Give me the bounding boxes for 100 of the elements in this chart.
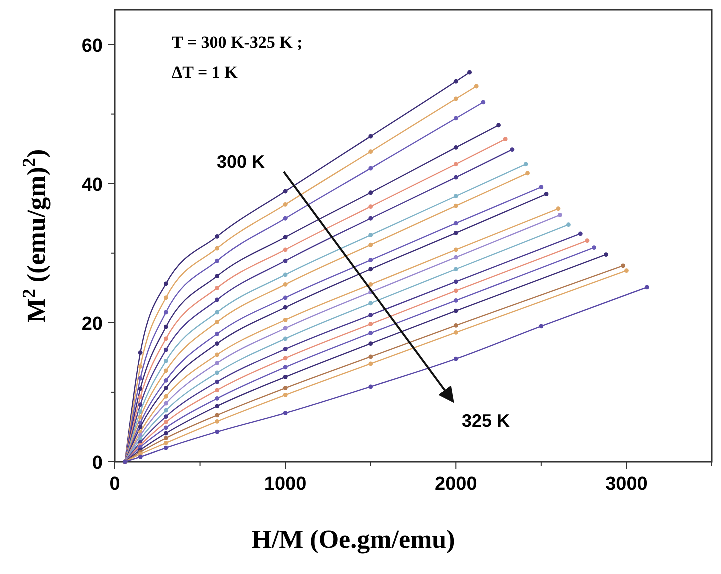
- point: [283, 296, 288, 300]
- point: [164, 436, 168, 441]
- point: [215, 332, 220, 336]
- point: [215, 234, 220, 239]
- point: [510, 148, 515, 152]
- point: [368, 267, 374, 272]
- point: [215, 310, 220, 315]
- point: [164, 441, 168, 446]
- annotation: T = 300 K-325 K ;: [172, 33, 303, 52]
- point: [524, 162, 528, 167]
- point: [454, 248, 458, 252]
- point: [215, 404, 220, 409]
- point: [368, 362, 374, 366]
- point: [215, 274, 220, 279]
- point: [544, 192, 549, 196]
- point: [215, 396, 220, 401]
- point: [215, 298, 220, 302]
- point: [454, 204, 458, 208]
- point: [454, 79, 458, 84]
- point: [283, 216, 288, 221]
- point: [215, 361, 220, 366]
- point: [368, 322, 374, 327]
- annotation: 300 K: [217, 152, 266, 172]
- point: [138, 425, 143, 430]
- point: [454, 162, 458, 167]
- point: [368, 216, 374, 221]
- point: [283, 374, 288, 380]
- point: [164, 282, 168, 286]
- point: [578, 232, 583, 236]
- point: [539, 324, 544, 329]
- point: [215, 413, 220, 418]
- point: [138, 350, 143, 356]
- point: [558, 212, 562, 218]
- annotation: ΔT = 1 K: [172, 63, 239, 82]
- point: [454, 255, 458, 260]
- point: [164, 386, 168, 390]
- point: [454, 96, 458, 102]
- point: [526, 171, 530, 176]
- point: [454, 116, 458, 121]
- point: [454, 221, 458, 226]
- point: [368, 282, 374, 287]
- point: [283, 411, 288, 416]
- point: [283, 386, 288, 390]
- point: [368, 354, 374, 360]
- point: [481, 100, 486, 105]
- point: [215, 258, 220, 264]
- point: [215, 320, 220, 324]
- point: [164, 414, 168, 419]
- point: [644, 285, 650, 290]
- point: [164, 394, 168, 399]
- point: [215, 352, 220, 358]
- x-tick-label: 0: [110, 474, 120, 495]
- point: [368, 233, 374, 238]
- point: [164, 378, 168, 383]
- point: [164, 310, 168, 315]
- point: [138, 364, 143, 369]
- point: [283, 202, 288, 207]
- point: [215, 342, 220, 346]
- x-axis-title: H/M (Oe.gm/emu): [252, 525, 456, 554]
- point: [368, 134, 374, 139]
- point: [283, 235, 288, 240]
- point: [592, 246, 597, 250]
- y-tick-label: 40: [82, 174, 103, 196]
- point: [585, 238, 590, 244]
- point: [164, 358, 168, 364]
- point: [164, 336, 168, 342]
- point: [368, 301, 374, 306]
- point: [215, 246, 220, 251]
- x-tick-label: 2000: [435, 474, 478, 495]
- point: [503, 137, 508, 142]
- point: [454, 145, 458, 150]
- point: [368, 190, 374, 196]
- y-tick-label: 0: [92, 453, 103, 474]
- point: [215, 286, 220, 290]
- point: [138, 402, 143, 408]
- point: [138, 376, 143, 381]
- point: [164, 408, 168, 413]
- point: [215, 388, 220, 393]
- point: [454, 267, 458, 272]
- point: [283, 189, 288, 194]
- point: [164, 426, 168, 430]
- point: [164, 368, 168, 374]
- point: [496, 123, 501, 128]
- point: [454, 175, 458, 180]
- point: [368, 166, 374, 171]
- point: [283, 305, 288, 310]
- y-tick-label: 60: [82, 36, 103, 57]
- point: [215, 419, 220, 424]
- x-tick-label: 3000: [606, 474, 648, 495]
- point: [164, 296, 168, 300]
- point: [283, 326, 288, 331]
- point: [164, 431, 168, 436]
- point: [138, 454, 143, 460]
- annotation: 325 K: [462, 411, 510, 431]
- point: [283, 347, 288, 352]
- point: [215, 370, 220, 376]
- point: [621, 264, 626, 268]
- point: [164, 348, 168, 352]
- point: [283, 272, 288, 278]
- point: [474, 84, 479, 89]
